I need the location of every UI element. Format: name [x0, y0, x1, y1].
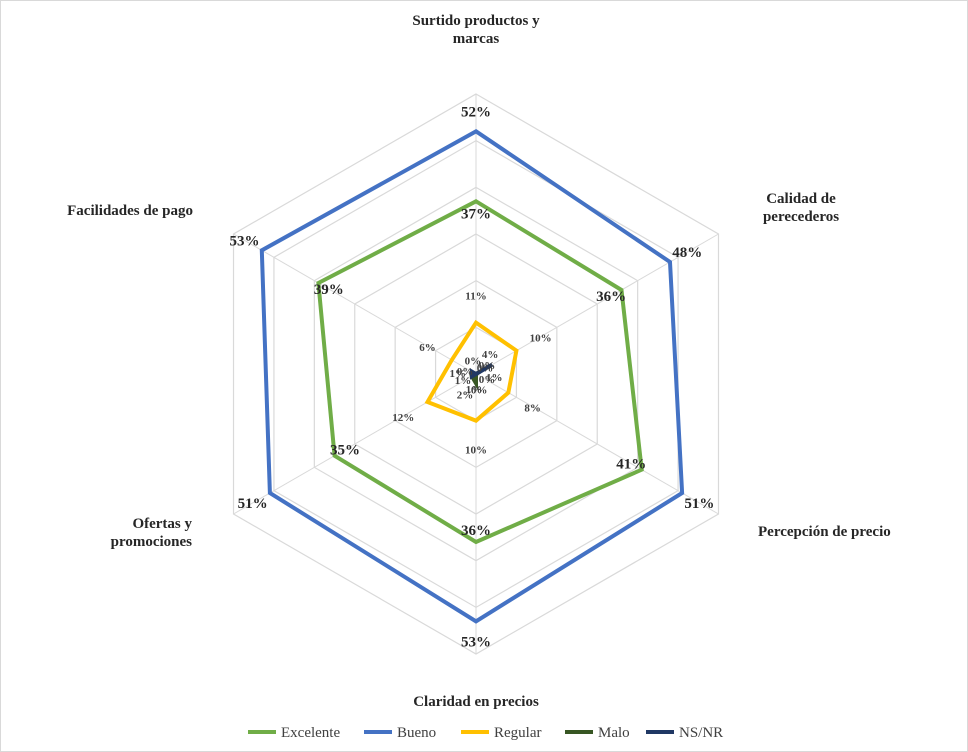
category-label-0-line-1: marcas	[453, 31, 500, 47]
data-label-malo-2: 0%	[471, 385, 488, 397]
data-label-bueno-0: 52%	[461, 104, 491, 120]
series-bueno-line	[259, 128, 685, 624]
data-label-bueno-5: 53%	[229, 233, 259, 249]
series-ns-nr-line	[469, 362, 494, 380]
data-label-regular-0: 11%	[465, 291, 486, 303]
data-label-ns-nr-5: 1%	[455, 375, 472, 387]
category-label-1-line-1: perecederos	[763, 209, 839, 225]
category-label-1-line-0: Calidad de	[766, 191, 836, 207]
series-regular-line	[424, 319, 519, 423]
label-layer: 37% 36% 41% 36% 35% 39% 52% 48% 51% 53% 51% 53% 11% 1…	[229, 104, 714, 650]
series-excelente-line	[316, 199, 644, 545]
data-label-ns-nr-0: 0%	[457, 366, 474, 378]
data-label-excelente-2: 41%	[616, 457, 646, 473]
legend-label-bueno: Bueno	[397, 725, 436, 741]
category-label-3-line-0: Claridad en precios	[413, 694, 539, 710]
data-label-bueno-4: 51%	[238, 496, 268, 512]
data-label-excelente-0: 37%	[461, 206, 491, 222]
data-label-bueno-2: 51%	[684, 496, 714, 512]
category-label-4-line-1: promociones	[111, 534, 193, 550]
data-label-excelente-3: 36%	[461, 523, 491, 539]
data-label-ns-nr-4: 1%	[466, 384, 483, 396]
data-label-regular-1: 10%	[530, 333, 552, 345]
legend-label-ns-nr: NS/NR	[679, 725, 723, 741]
grid-spoke-2	[475, 373, 719, 515]
data-label-excelente-4: 35%	[330, 443, 360, 459]
legend: Excelente Bueno Regular Malo NS/NR	[248, 725, 723, 741]
data-label-ns-nr-3: 0%	[479, 374, 496, 386]
data-label-malo-5: 0%	[465, 355, 482, 367]
legend-label-regular: Regular	[494, 725, 541, 741]
data-label-bueno-1: 48%	[672, 245, 702, 261]
data-label-ns-nr-2: 0%	[477, 362, 494, 374]
data-label-malo-4: 1%	[450, 368, 467, 380]
data-label-regular-3: 10%	[465, 445, 487, 457]
data-label-malo-0: 0%	[479, 360, 496, 372]
data-label-regular-4: 12%	[392, 412, 414, 424]
category-label-5-line-0: Facilidades de pago	[67, 203, 193, 219]
data-label-ns-nr-1: 4%	[482, 349, 499, 361]
data-label-regular-2: 8%	[524, 403, 541, 415]
data-label-malo-3: 2%	[457, 389, 474, 401]
category-label-0-line-0: Surtido productos y	[412, 13, 540, 29]
category-labels: Surtido productos y marcas Calidad de perec…	[67, 13, 891, 710]
data-label-excelente-1: 36%	[596, 289, 626, 305]
data-label-bueno-3: 53%	[461, 634, 491, 650]
category-label-2-line-0: Percepción de precio	[758, 524, 891, 540]
data-label-regular-5: 6%	[419, 342, 436, 354]
grid-spoke-5	[233, 233, 477, 375]
legend-label-excelente: Excelente	[281, 725, 340, 741]
category-label-4-line-0: Ofertas y	[132, 516, 192, 532]
grid-layer	[232, 93, 720, 655]
legend-label-malo: Malo	[598, 725, 630, 741]
data-label-excelente-5: 39%	[314, 282, 344, 298]
grid-spoke-4	[233, 373, 477, 515]
series-layer	[259, 128, 685, 624]
data-label-malo-1: 1%	[486, 372, 503, 384]
